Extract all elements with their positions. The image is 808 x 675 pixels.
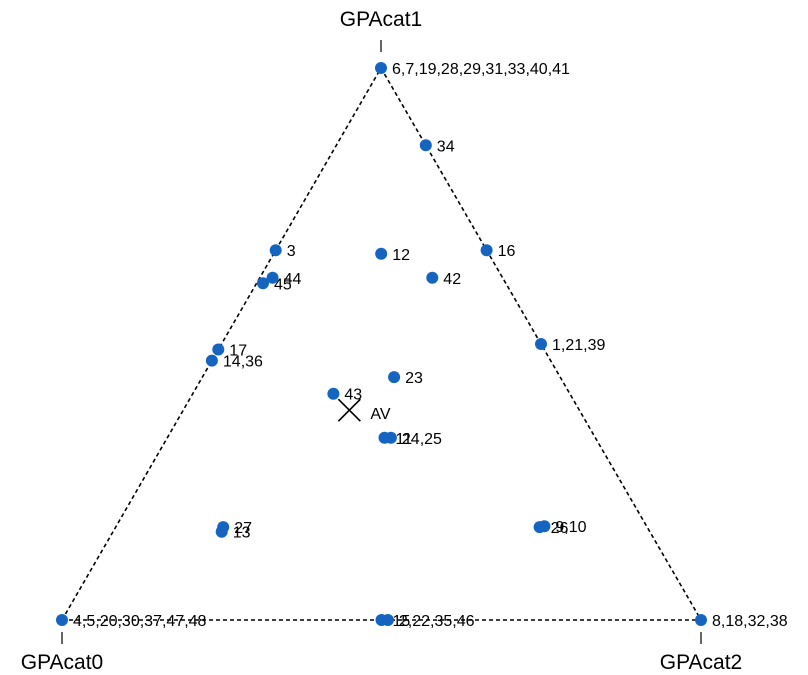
point-16 <box>480 244 493 257</box>
point-26-label: 26 <box>551 520 569 537</box>
edge-gpacat1-gpacat2 <box>380 67 702 621</box>
point-4-5-20-30-37-47-48 <box>56 614 68 626</box>
point-8-18-32-38-label: 8,18,32,38 <box>712 613 788 630</box>
point-15-label: 15 <box>393 613 411 630</box>
average-label: AV <box>370 406 390 423</box>
point-12-label: 12 <box>392 247 410 264</box>
point-43 <box>327 387 340 400</box>
data-points <box>56 62 707 626</box>
point-42 <box>426 271 439 284</box>
vertex-label-gpacat0: GPAcat0 <box>21 651 103 674</box>
point-6-7-19-28-29-31-33-40-41 <box>375 62 387 74</box>
point-3-label: 3 <box>287 243 296 260</box>
point-23-label: 23 <box>405 370 423 387</box>
average-marker-stroke-2 <box>337 398 361 422</box>
point-1-21-39 <box>535 338 547 350</box>
triangle-edges <box>61 67 702 621</box>
point-12 <box>375 247 388 260</box>
point-44 <box>266 271 279 284</box>
point-34 <box>419 139 432 152</box>
point-24-25 <box>384 431 397 444</box>
point-8-18-32-38 <box>695 614 707 626</box>
point-14-36 <box>205 354 218 367</box>
point-16-label: 16 <box>498 243 516 260</box>
average-marker-group <box>337 398 361 422</box>
point-24-25-label: 24,25 <box>402 431 442 448</box>
point-2-22-35-46-label: 2,22,35,46 <box>399 613 475 630</box>
point-3 <box>269 244 282 257</box>
point-9-10 <box>538 520 551 533</box>
point-45 <box>257 277 269 290</box>
point-27-label: 27 <box>234 520 252 537</box>
vertex-label-gpacat2: GPAcat2 <box>660 651 742 674</box>
point-34-label: 34 <box>437 138 455 155</box>
point-44-label: 44 <box>284 271 302 288</box>
point-17-label: 17 <box>229 343 247 360</box>
point-23 <box>388 371 401 384</box>
point-6-7-19-28-29-31-33-40-41-label: 6,7,19,28,29,31,33,40,41 <box>392 61 570 78</box>
edge-gpacat0-gpacat1 <box>61 67 382 621</box>
point-9-10-label: 9,10 <box>555 519 586 536</box>
point-17 <box>212 343 225 356</box>
point-14-36-label: 14,36 <box>223 354 263 371</box>
point-4-5-20-30-37-47-48-label: 4,5,20,30,37,47,48 <box>73 613 207 630</box>
point-45-label: 45 <box>274 276 292 293</box>
vertex-ticks <box>61 40 702 644</box>
point-42-label: 42 <box>443 271 461 288</box>
point-1-21-39-label: 1,21,39 <box>552 337 605 354</box>
point-13-label: 13 <box>233 525 251 542</box>
point-2-22-35-46 <box>381 614 394 626</box>
point-11-label: 11 <box>396 431 413 448</box>
point-43-label: 43 <box>344 387 362 404</box>
vertex-label-gpacat1: GPAcat1 <box>340 8 422 31</box>
point-13 <box>215 525 228 538</box>
